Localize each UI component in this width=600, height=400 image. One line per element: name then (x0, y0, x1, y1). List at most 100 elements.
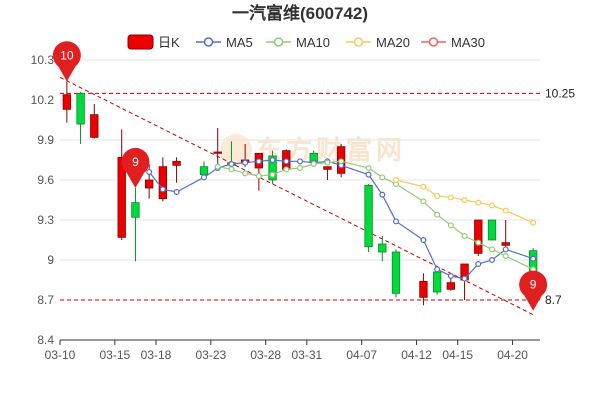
candle-body (131, 202, 140, 218)
ma5-point (159, 186, 166, 193)
ma10-point (324, 159, 331, 166)
reference-lines: 10.25 8.7 (60, 86, 575, 307)
ma10-point (489, 246, 496, 253)
candle-body (323, 166, 332, 170)
ma10-point (214, 163, 221, 170)
ma5-point (228, 161, 235, 168)
candles (62, 81, 538, 306)
ma10-line (217, 160, 534, 270)
marker-pin-icon (121, 147, 150, 188)
ma20-point (530, 219, 537, 226)
x-tick-label: 03-28 (250, 348, 281, 362)
marker-label: 9 (132, 155, 139, 169)
ma5-point (201, 174, 208, 181)
ma10-point (242, 170, 249, 177)
reference-line-label: 8.7 (545, 293, 562, 307)
ma5-point (242, 159, 249, 166)
axes: 8.4 8.7 9 9.3 9.6 9.9 10.2 10.3 03-10 03-15 03-18 0… (31, 53, 540, 362)
ma5-point (297, 158, 304, 165)
ma5-point (530, 255, 537, 262)
ma5-point (146, 169, 153, 176)
ma10-point (447, 222, 454, 229)
ma10-point (475, 239, 482, 246)
ma10-point (338, 158, 345, 165)
y-tick-label: 9 (47, 253, 54, 267)
candle-body (172, 160, 181, 166)
x-tick-label: 03-15 (100, 348, 131, 362)
legend-ma30-dot (428, 37, 439, 47)
x-tick-label: 03-10 (45, 348, 76, 362)
ma5-point (283, 158, 290, 165)
legend-kline-icon[interactable] (127, 34, 154, 50)
legend[interactable]: 日K MA5 MA10 MA20 MA30 (127, 34, 485, 50)
candle-body (117, 156, 126, 238)
marker-pin-icon (52, 41, 81, 82)
ma10-point (434, 211, 441, 218)
ma5-point (173, 189, 180, 196)
ma5-point (489, 257, 496, 264)
y-tick-label: 8.4 (37, 333, 54, 347)
candle-body (90, 114, 99, 138)
y-tick-label: 9.9 (37, 133, 54, 147)
ma5-point (420, 237, 427, 244)
legend-label[interactable]: MA5 (226, 35, 253, 50)
candle-body (364, 184, 373, 248)
ma10-point (297, 165, 304, 172)
ma5-point (434, 266, 441, 273)
ma20-point (447, 194, 454, 201)
ma5-point (393, 218, 400, 225)
ma10-point (365, 165, 372, 172)
ma5-point (269, 157, 276, 164)
ma20-point (489, 202, 496, 209)
ma10-point (420, 198, 427, 205)
ma20-point (475, 199, 482, 206)
ma20-point (502, 207, 509, 214)
x-tick-label: 03-23 (196, 348, 227, 362)
candle-body (419, 280, 428, 298)
legend-ma10-dot (273, 37, 284, 47)
trend-line (59, 76, 534, 316)
candle-body (268, 155, 277, 181)
legend-label[interactable]: 日K (158, 35, 180, 50)
x-tick-label: 04-20 (497, 348, 528, 362)
x-tick-label: 03-31 (292, 348, 323, 362)
ma5-point (475, 261, 482, 268)
x-tick-label: 04-07 (346, 348, 377, 362)
y-tick-label: 10.2 (31, 93, 55, 107)
ma20-point (420, 183, 427, 190)
ma10-point (379, 174, 386, 181)
candle-body (487, 219, 497, 241)
candle-body (199, 166, 209, 176)
y-tick-label: 8.7 (37, 293, 54, 307)
ma5-point (461, 275, 468, 282)
candle-body (158, 166, 168, 200)
marker-label: 10 (60, 48, 74, 62)
y-tick-label: 9.6 (37, 173, 54, 187)
marker-label: 9 (530, 278, 537, 292)
grid (60, 59, 540, 341)
candle-body (446, 282, 456, 290)
ma20-point (434, 193, 441, 200)
ma10-point (255, 173, 262, 180)
chart-title: 一汽富维(600742) (232, 3, 368, 23)
legend-label[interactable]: MA10 (296, 35, 330, 50)
ma10-point (228, 166, 235, 173)
y-tick-label: 10.3 (31, 53, 55, 67)
ma5-point (502, 246, 509, 253)
marker-pin-icon (519, 270, 548, 311)
ma5-point (365, 171, 372, 178)
legend-label[interactable]: MA30 (451, 35, 485, 50)
legend-ma20-dot (353, 37, 364, 47)
candle-body (432, 271, 442, 293)
legend-label[interactable]: MA20 (376, 35, 410, 50)
candle-body (213, 151, 222, 154)
y-tick-label: 9.3 (37, 213, 54, 227)
candle-body (76, 92, 85, 125)
watermark-logo-icon (220, 134, 252, 166)
ma10-point (310, 161, 317, 168)
candle-body (501, 242, 510, 246)
moving-averages (146, 157, 537, 282)
ma20-point (393, 177, 400, 184)
legend-ma5-dot (203, 37, 214, 47)
